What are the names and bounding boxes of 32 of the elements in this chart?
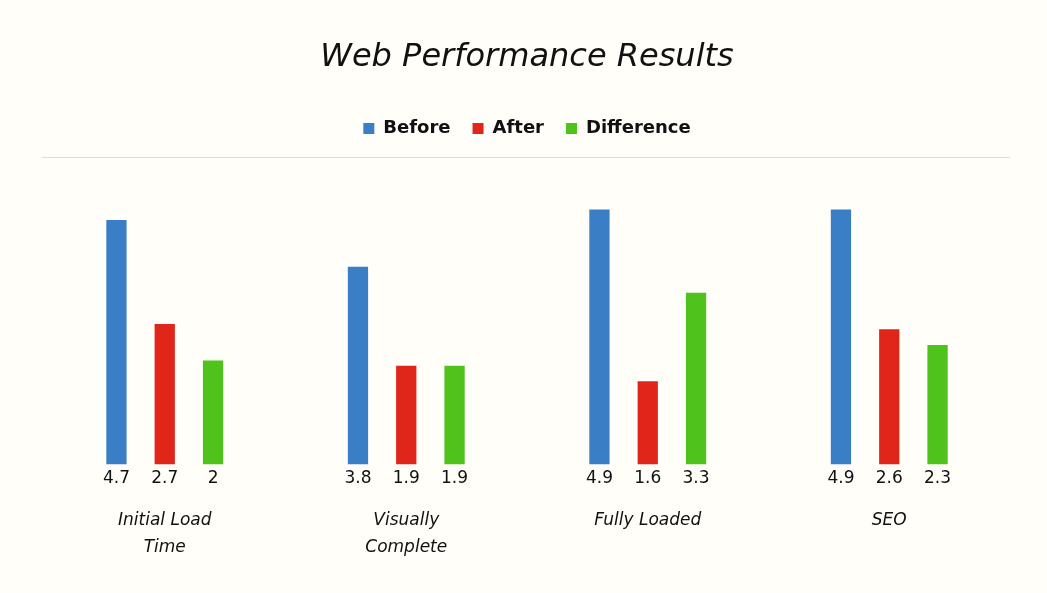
bar xyxy=(830,209,852,465)
data-label: 1.9 xyxy=(392,467,420,488)
bar xyxy=(396,365,417,465)
legend-label: After xyxy=(492,116,545,138)
data-label: 2.7 xyxy=(151,467,179,488)
bar xyxy=(685,292,707,465)
legend-label: Difference xyxy=(585,116,691,138)
data-label: 2.3 xyxy=(924,467,952,488)
data-label: 2.6 xyxy=(875,467,903,488)
bar xyxy=(154,324,175,465)
legend-label: Before xyxy=(383,116,451,138)
data-label: 4.9 xyxy=(827,467,855,488)
data-label: 3.8 xyxy=(344,467,372,488)
data-label: 1.6 xyxy=(634,467,662,488)
bar xyxy=(927,344,948,465)
bar xyxy=(879,329,900,465)
x-tick-label: Visually Complete xyxy=(365,508,448,556)
data-label: 4.7 xyxy=(102,467,130,488)
bar xyxy=(202,360,224,465)
x-tick-label: Initial Load Time xyxy=(117,508,212,556)
bar xyxy=(589,209,610,465)
data-label: 2 xyxy=(207,467,219,488)
bar xyxy=(106,220,127,465)
data-label: 4.9 xyxy=(585,467,613,488)
data-label: 1.9 xyxy=(441,467,469,488)
bar xyxy=(637,381,658,465)
chart-title: Web Performance Results xyxy=(320,35,734,74)
data-label: 3.3 xyxy=(682,467,710,488)
x-tick-label: Fully Loaded xyxy=(594,508,702,529)
bar xyxy=(444,365,465,465)
x-tick-label: SEO xyxy=(871,508,907,529)
bar xyxy=(347,266,369,465)
